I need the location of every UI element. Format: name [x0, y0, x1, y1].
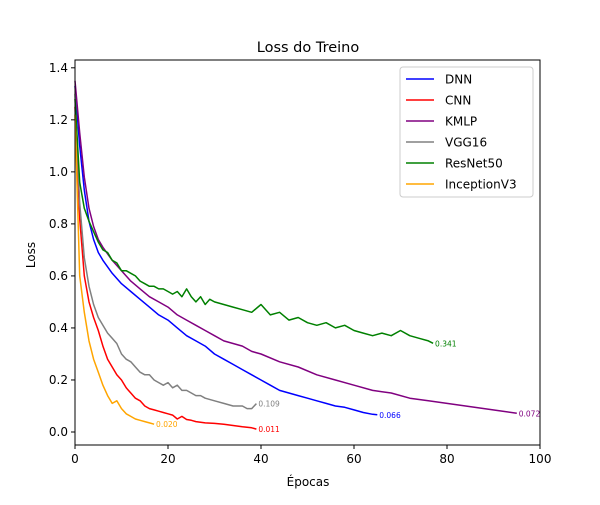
y-tick-label: 0.2 — [49, 373, 68, 387]
y-axis-label: Loss — [24, 242, 38, 268]
legend-entry: KMLP — [445, 115, 477, 129]
legend-entry: VGG16 — [445, 136, 487, 150]
legend-entry: CNN — [445, 94, 471, 108]
y-tick-label: 0.8 — [49, 217, 68, 231]
series-line-dnn — [74, 85, 378, 416]
series-line-cnn — [74, 106, 257, 430]
y-tick-label: 0.0 — [49, 425, 68, 439]
plot-layer: 0 20 40 60 80 100 0.0 0.2 0.4 0.6 0.8 1.0 1.2 1.4 0.06… — [49, 61, 552, 466]
x-tick-label: 40 — [253, 452, 268, 466]
legend: DNN CNN KMLP VGG16 ResNet50 InceptionV3 — [399, 66, 534, 198]
legend-entry: DNN — [445, 73, 472, 87]
y-tick-label: 0.6 — [49, 269, 68, 283]
y-tick-label: 1.2 — [49, 113, 68, 127]
legend-entry: InceptionV3 — [445, 178, 517, 192]
x-tick-label: 100 — [529, 452, 552, 466]
y-tick-label: 1.4 — [49, 61, 68, 75]
x-tick-label: 80 — [439, 452, 454, 466]
end-value-label-vgg16: 0.109 — [258, 400, 280, 409]
chart-title: Loss do Treino — [257, 40, 360, 56]
series-line-kmlp — [74, 80, 517, 415]
end-value-label-inceptionv3: 0.020 — [156, 420, 178, 429]
series-line-vgg16 — [74, 93, 257, 410]
y-tick-label: 1.0 — [49, 165, 68, 179]
x-tick-label: 60 — [346, 452, 361, 466]
end-value-label-kmlp: 0.072 — [519, 409, 541, 418]
end-value-label-dnn: 0.066 — [379, 411, 401, 420]
x-axis-label: Épocas — [287, 474, 330, 489]
series-line-resnet50 — [74, 98, 434, 344]
x-tick-label: 0 — [71, 452, 79, 466]
y-tick-label: 0.4 — [49, 321, 68, 335]
x-tick-label: 20 — [160, 452, 175, 466]
plot-frame — [74, 59, 541, 446]
end-value-label-cnn: 0.011 — [258, 425, 280, 434]
series-line-inceptionv3 — [74, 114, 155, 425]
end-value-label-resnet50: 0.341 — [435, 339, 457, 348]
legend-entry: ResNet50 — [445, 157, 503, 171]
